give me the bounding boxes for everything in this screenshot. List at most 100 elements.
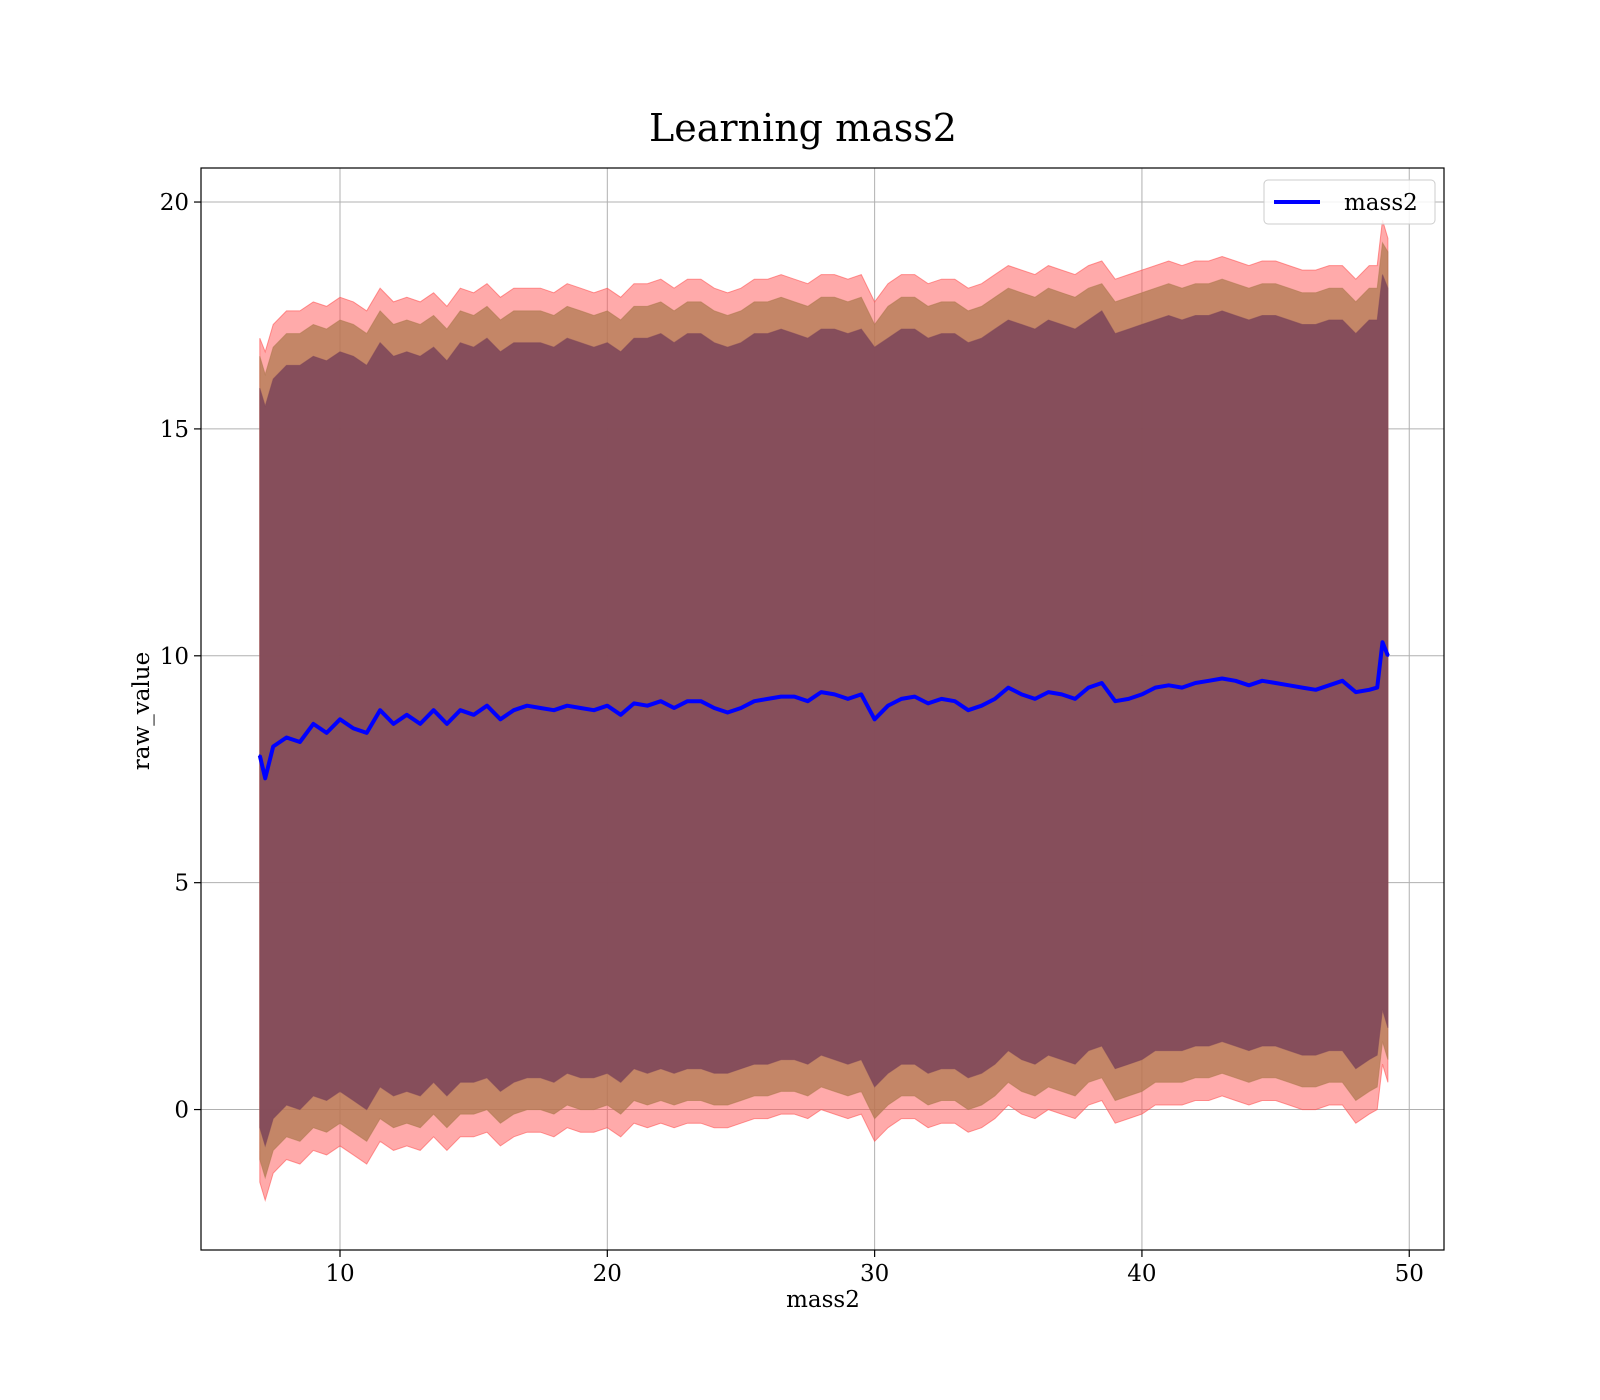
data-point bbox=[913, 695, 916, 698]
data-point bbox=[1127, 697, 1130, 701]
data-point bbox=[1234, 679, 1237, 682]
data-point bbox=[1367, 688, 1371, 692]
y-tick-label: 0 bbox=[174, 1098, 189, 1124]
data-point bbox=[940, 697, 943, 701]
data-point bbox=[779, 695, 783, 698]
data-point bbox=[539, 706, 542, 710]
data-point bbox=[699, 699, 703, 703]
data-point bbox=[886, 704, 890, 707]
bands bbox=[259, 220, 1389, 1203]
data-point bbox=[579, 706, 582, 710]
data-point bbox=[672, 706, 676, 710]
data-point bbox=[686, 699, 689, 703]
y-axis-label: raw_value bbox=[129, 652, 155, 770]
data-point bbox=[1375, 686, 1379, 689]
data-point bbox=[1207, 679, 1210, 682]
data-point bbox=[566, 704, 569, 707]
data-point bbox=[806, 699, 809, 703]
data-point bbox=[846, 697, 850, 701]
data-point bbox=[632, 702, 636, 705]
y-tick-label: 15 bbox=[160, 417, 189, 443]
axes-frame bbox=[200, 167, 1445, 1251]
x-tick-label: 40 bbox=[1127, 1261, 1156, 1287]
data-point bbox=[1341, 679, 1344, 682]
data-point bbox=[552, 709, 556, 712]
data-point bbox=[472, 713, 475, 716]
data-point bbox=[819, 690, 823, 694]
data-point bbox=[1167, 684, 1170, 687]
data-point bbox=[873, 718, 876, 721]
y-ticks: 0 5 10 15 20 bbox=[160, 190, 201, 1124]
data-point bbox=[405, 713, 409, 716]
data-point bbox=[1274, 681, 1277, 685]
data-point bbox=[378, 709, 382, 712]
data-point bbox=[499, 718, 502, 721]
x-tick-label: 10 bbox=[325, 1261, 354, 1287]
data-point bbox=[1194, 681, 1197, 685]
data-point bbox=[325, 731, 328, 735]
data-point bbox=[1386, 654, 1390, 657]
data-point bbox=[338, 718, 342, 721]
data-point bbox=[646, 704, 649, 707]
data-point bbox=[1247, 684, 1251, 687]
data-point bbox=[619, 713, 622, 716]
x-tick-label: 30 bbox=[860, 1261, 889, 1287]
data-point bbox=[271, 745, 275, 748]
data-point bbox=[1033, 697, 1037, 701]
legend-box bbox=[1263, 179, 1436, 225]
data-point bbox=[1073, 697, 1077, 701]
data-point bbox=[1007, 686, 1010, 689]
data-point bbox=[1327, 684, 1331, 687]
x-tick-label: 50 bbox=[1395, 1261, 1424, 1287]
data-point bbox=[298, 740, 302, 744]
data-point bbox=[766, 697, 769, 701]
data-point bbox=[1220, 677, 1224, 680]
data-point bbox=[860, 693, 863, 696]
data-point bbox=[352, 727, 355, 730]
data-point bbox=[1140, 693, 1144, 696]
x-tick-label: 20 bbox=[593, 1261, 622, 1287]
x-axis-label: mass2 bbox=[786, 1287, 860, 1313]
data-point bbox=[525, 704, 529, 707]
data-point bbox=[1381, 640, 1384, 644]
data-point bbox=[1020, 693, 1023, 696]
data-point bbox=[1287, 684, 1291, 687]
legend-label: mass2 bbox=[1344, 190, 1418, 216]
data-point bbox=[1261, 679, 1264, 682]
data-point bbox=[432, 709, 435, 712]
data-point bbox=[659, 699, 662, 703]
data-point bbox=[285, 736, 288, 739]
data-point bbox=[263, 777, 267, 780]
data-point bbox=[1154, 686, 1157, 689]
data-point bbox=[953, 699, 957, 703]
data-point bbox=[993, 697, 997, 701]
data-point bbox=[900, 697, 903, 701]
data-point bbox=[1114, 699, 1117, 703]
data-point bbox=[418, 722, 422, 726]
data-point bbox=[1047, 690, 1050, 694]
y-tick-label: 10 bbox=[160, 644, 189, 670]
data-point bbox=[512, 709, 515, 712]
y-tick-label: 5 bbox=[174, 871, 189, 897]
data-point bbox=[606, 704, 609, 707]
data-point bbox=[966, 709, 970, 712]
data-point bbox=[1354, 690, 1357, 694]
data-point bbox=[1100, 681, 1104, 685]
data-point bbox=[445, 722, 449, 726]
data-point bbox=[739, 706, 743, 710]
y-tick-label: 20 bbox=[160, 190, 189, 216]
data-point bbox=[459, 709, 462, 712]
data-point bbox=[926, 702, 930, 705]
series-line-mass2 bbox=[257, 640, 1390, 781]
data-point bbox=[1301, 686, 1304, 689]
data-point bbox=[726, 711, 729, 714]
data-point bbox=[485, 704, 489, 707]
data-point bbox=[1087, 686, 1090, 689]
data-point bbox=[753, 699, 756, 703]
legend: mass2 bbox=[1263, 179, 1436, 225]
series bbox=[257, 640, 1390, 781]
data-point bbox=[1060, 693, 1063, 696]
chart-title: Learning mass2 bbox=[649, 106, 957, 150]
data-point bbox=[258, 754, 262, 757]
